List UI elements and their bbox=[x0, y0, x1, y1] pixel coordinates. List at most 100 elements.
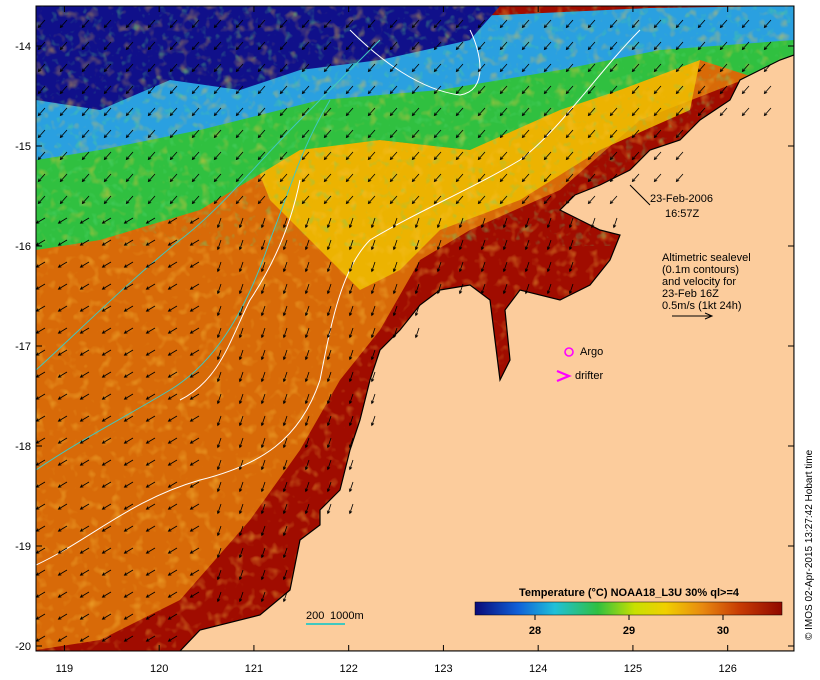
velocity-arrow bbox=[455, 85, 464, 95]
velocity-arrow bbox=[260, 459, 266, 471]
velocity-arrow bbox=[216, 283, 222, 295]
velocity-arrow bbox=[543, 195, 552, 205]
velocity-arrow bbox=[348, 305, 354, 317]
velocity-arrow bbox=[167, 349, 178, 356]
velocity-arrow bbox=[282, 459, 288, 471]
velocity-arrow bbox=[145, 613, 156, 620]
velocity-arrow bbox=[238, 349, 244, 361]
velocity-arrow bbox=[123, 371, 134, 378]
velocity-arrow bbox=[675, 173, 684, 183]
velocity-arrow bbox=[345, 151, 354, 161]
velocity-arrow bbox=[477, 173, 486, 183]
velocity-arrow bbox=[653, 41, 662, 51]
velocity-arrow bbox=[675, 41, 684, 51]
velocity-arrow bbox=[238, 371, 244, 383]
velocity-arrow bbox=[304, 327, 310, 339]
lon-tick-label: 126 bbox=[718, 663, 736, 675]
lat-tick-label: -20 bbox=[15, 641, 31, 653]
velocity-arrow bbox=[216, 371, 222, 383]
velocity-arrow bbox=[125, 63, 134, 73]
velocity-arrow bbox=[57, 437, 68, 444]
velocity-arrow bbox=[458, 239, 464, 251]
velocity-arrow bbox=[675, 19, 684, 29]
velocity-arrow bbox=[389, 41, 398, 51]
velocity-arrow bbox=[348, 481, 354, 493]
velocity-arrow bbox=[348, 503, 354, 515]
velocity-arrow bbox=[612, 217, 618, 229]
velocity-arrow bbox=[103, 107, 112, 117]
velocity-arrow bbox=[455, 173, 464, 183]
velocity-arrow bbox=[543, 19, 552, 29]
velocity-arrow bbox=[411, 151, 420, 161]
velocity-arrow bbox=[145, 305, 156, 312]
velocity-arrow bbox=[521, 85, 530, 95]
velocity-arrow bbox=[543, 129, 552, 139]
velocity-arrow bbox=[103, 85, 112, 95]
velocity-arrow bbox=[79, 481, 90, 488]
velocity-arrow bbox=[101, 591, 112, 598]
velocity-arrow bbox=[411, 63, 420, 73]
velocity-arrow bbox=[189, 349, 200, 356]
velocity-arrow bbox=[348, 371, 354, 383]
velocity-arrow bbox=[145, 547, 156, 554]
velocity-arrow bbox=[568, 283, 574, 295]
velocity-arrow bbox=[587, 107, 596, 117]
velocity-arrow bbox=[57, 393, 68, 400]
latitude-axis: -14 -15 -16 -17 -18 -19 -20 bbox=[15, 41, 794, 653]
velocity-arrow bbox=[260, 503, 266, 515]
credit-text: © IMOS 02-Apr-2015 13:27:42 Hobart time bbox=[804, 449, 815, 640]
velocity-arrow bbox=[189, 437, 200, 444]
velocity-arrow bbox=[169, 195, 178, 205]
velocity-arrow bbox=[189, 591, 200, 598]
velocity-arrow bbox=[167, 635, 178, 642]
velocity-arrow bbox=[631, 41, 640, 51]
velocity-arrow bbox=[101, 283, 112, 290]
velocity-arrow bbox=[326, 349, 332, 361]
velocity-arrow bbox=[367, 151, 376, 161]
velocity-arrow bbox=[59, 129, 68, 139]
velocity-arrow bbox=[167, 327, 178, 334]
velocity-arrow bbox=[37, 151, 46, 161]
velocity-arrow bbox=[411, 19, 420, 29]
velocity-arrow bbox=[59, 107, 68, 117]
velocity-arrow bbox=[257, 41, 266, 51]
velocity-arrow bbox=[101, 635, 112, 642]
velocity-vectors bbox=[36, 19, 772, 642]
velocity-arrow bbox=[521, 19, 530, 29]
velocity-arrow bbox=[282, 327, 288, 339]
velocity-arrow bbox=[79, 503, 90, 510]
velocity-arrow bbox=[238, 437, 244, 449]
velocity-arrow bbox=[609, 173, 618, 183]
velocity-arrow bbox=[741, 41, 750, 51]
velocity-arrow bbox=[609, 107, 618, 117]
velocity-arrow bbox=[389, 129, 398, 139]
velocity-arrow bbox=[477, 19, 486, 29]
velocity-arrow bbox=[57, 349, 68, 356]
velocity-arrow bbox=[189, 327, 200, 334]
velocity-arrow bbox=[458, 261, 464, 273]
velocity-arrow bbox=[411, 41, 420, 51]
velocity-arrow bbox=[631, 151, 640, 161]
velocity-arrow bbox=[282, 371, 288, 383]
velocity-arrow bbox=[213, 19, 222, 29]
velocity-arrow bbox=[719, 63, 728, 73]
velocity-arrow bbox=[609, 85, 618, 95]
velocity-arrow bbox=[103, 19, 112, 29]
velocity-arrow bbox=[301, 107, 310, 117]
velocity-arrow bbox=[326, 503, 332, 515]
velocity-arrow bbox=[167, 305, 178, 312]
velocity-arrow bbox=[59, 151, 68, 161]
velocity-arrow bbox=[279, 173, 288, 183]
velocity-arrow bbox=[367, 173, 376, 183]
velocity-arrow bbox=[123, 239, 134, 246]
velocity-arrow bbox=[370, 393, 376, 405]
velocity-arrow bbox=[79, 261, 90, 268]
velocity-arrow bbox=[477, 107, 486, 117]
velocity-arrow bbox=[436, 217, 442, 229]
velocity-arrow bbox=[433, 129, 442, 139]
velocity-arrow bbox=[675, 85, 684, 95]
velocity-arrow bbox=[436, 283, 442, 295]
velocity-arrow bbox=[145, 217, 156, 224]
altimetry-line-5: 0.5m/s (1kt 24h) bbox=[662, 300, 741, 312]
altimetry-line-4: 23-Feb 16Z bbox=[662, 288, 719, 300]
